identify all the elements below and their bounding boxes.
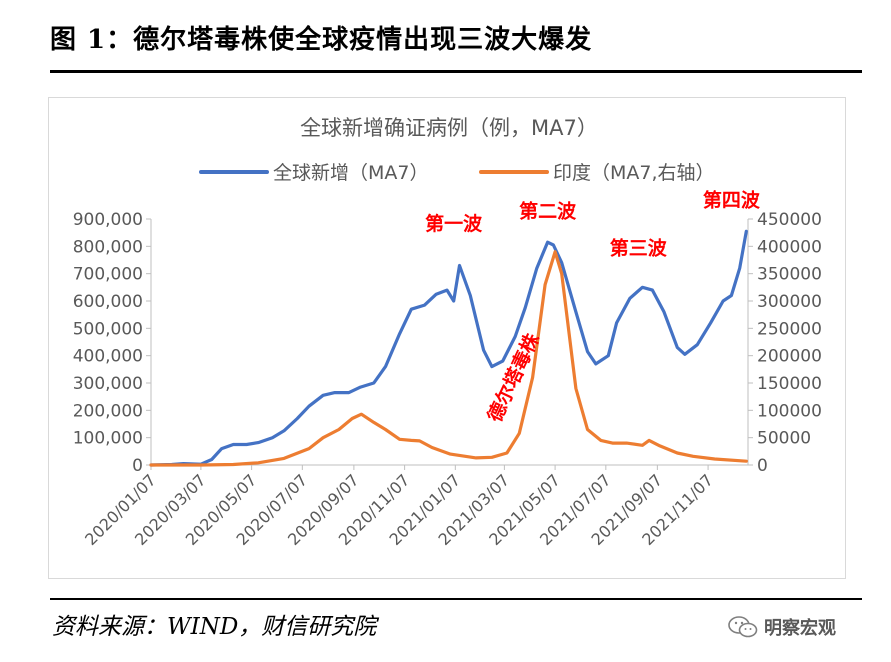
y-left-tick-label: 800,000 xyxy=(73,237,143,257)
legend-label-global: 全球新增（MA7） xyxy=(273,162,428,184)
y-left-tick-label: 600,000 xyxy=(73,292,143,312)
y-right-tick-label: 100000 xyxy=(757,401,822,421)
y-left-tick-label: 100,000 xyxy=(73,429,143,449)
y-right-tick-label: 50000 xyxy=(757,429,811,449)
annotation-wave-label: 第二波 xyxy=(519,200,577,223)
annotation-wave-label: 第四波 xyxy=(703,189,761,212)
y-left-tick-label: 900,000 xyxy=(73,210,143,230)
y-right-tick-label: 150000 xyxy=(757,374,822,394)
watermark-text: 明察宏观 xyxy=(764,618,836,639)
source-rule xyxy=(50,598,862,600)
y-left-tick-label: 300,000 xyxy=(73,374,143,394)
watermark: 明察宏观 xyxy=(728,612,888,642)
axes: 0 100,000 200,000 300,000 400,000 500,000 600,… xyxy=(73,210,822,549)
annotation-wave-label: 第一波 xyxy=(425,212,483,235)
y-left-tick-label: 200,000 xyxy=(73,401,143,421)
wechat-icon xyxy=(728,616,758,638)
y-right-tick-label: 450000 xyxy=(757,210,822,230)
y-left-tick-label: 400,000 xyxy=(73,347,143,367)
title-rule xyxy=(50,70,862,73)
series-line-global xyxy=(149,229,748,467)
chart-title: 全球新增确证病例（例，MA7） xyxy=(300,116,598,140)
line-chart: 全球新增确证病例（例，MA7） 全球新增（MA7） 印度（MA7,右轴） 0 10… xyxy=(73,116,822,549)
y-right-tick-label: 200000 xyxy=(757,347,822,367)
legend-label-india: 印度（MA7,右轴） xyxy=(553,162,715,184)
y-left-tick-label: 500,000 xyxy=(73,319,143,339)
source-note: 资料来源：WIND，财信研究院 xyxy=(52,614,377,640)
y-right-tick-label: 350000 xyxy=(757,265,822,285)
y-right-tick-label: 250000 xyxy=(757,319,822,339)
legend: 全球新增（MA7） 印度（MA7,右轴） xyxy=(199,162,715,184)
series-lines xyxy=(149,229,748,467)
y-left-tick-label: 0 xyxy=(132,456,143,476)
figure-title: 图 1：德尔塔毒株使全球疫情出现三波大爆发 xyxy=(50,25,593,55)
y-left-tick-label: 700,000 xyxy=(73,265,143,285)
y-right-tick-label: 400000 xyxy=(757,237,822,257)
series-line-india xyxy=(149,250,748,467)
y-right-tick-label: 0 xyxy=(757,456,768,476)
chart-frame: 全球新增确证病例（例，MA7） 全球新增（MA7） 印度（MA7,右轴） 0 10… xyxy=(48,97,846,579)
annotation-wave-label: 第三波 xyxy=(610,237,668,260)
y-right-tick-label: 300000 xyxy=(757,292,822,312)
annotation-delta: 德尔塔毒株 xyxy=(483,329,544,426)
